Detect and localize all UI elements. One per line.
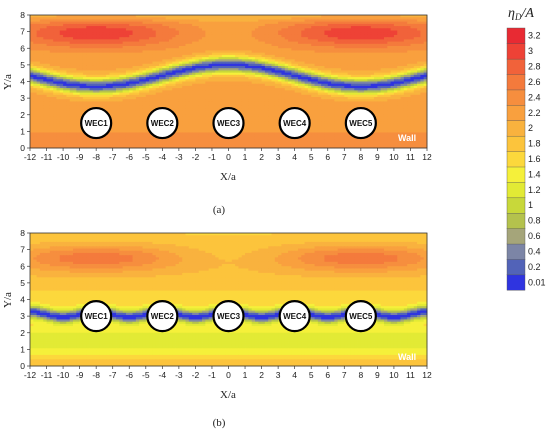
panel-a: -12 -11 -10 -9 -8 -7 -6 -5 -4 -3 -2 -1 0 1 2 3 4 5 6 7 8 9 10 1… (2, 10, 432, 216)
